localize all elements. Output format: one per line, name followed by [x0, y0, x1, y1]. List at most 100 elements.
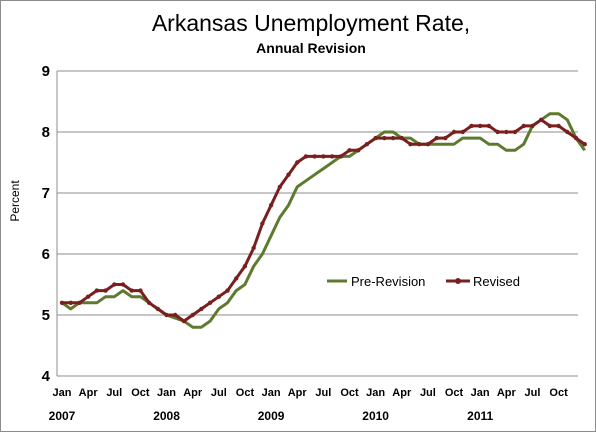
y-tick-label: 5 — [42, 307, 50, 324]
x-tick-label: Jan — [262, 387, 281, 399]
series-point-revised — [216, 294, 222, 299]
year-label: 2007 — [49, 409, 76, 423]
series-point-revised — [416, 142, 422, 147]
series-point-revised — [356, 148, 361, 153]
series-point-revised — [85, 294, 91, 299]
series-point-revised — [103, 288, 108, 293]
series-point-revised — [512, 129, 518, 135]
series-point-revised — [477, 123, 483, 129]
x-tick-label: Oct — [340, 387, 359, 399]
grid-lines — [57, 70, 578, 316]
series-point-revised — [129, 288, 134, 293]
y-tick-label: 7 — [42, 185, 50, 202]
chart-subtitle: Annual Revision — [256, 40, 366, 56]
x-tick-label: Apr — [392, 387, 412, 399]
tick-labels: 4 5 6 7 8 9 Jan Apr Jul Oct Jan Apr Jul Oct Jan Apr Jul O… — [42, 63, 568, 423]
series-lines — [59, 112, 587, 329]
series-point-revised — [443, 135, 448, 141]
series-point-revised — [94, 288, 100, 293]
legend-label-revised: Revised — [473, 274, 520, 289]
series-point-revised — [469, 123, 474, 129]
series-point-revised — [364, 142, 370, 147]
series-point-revised — [547, 123, 553, 129]
series-point-revised — [295, 160, 300, 165]
series-point-revised — [521, 123, 526, 129]
series-point-revised — [173, 312, 178, 318]
legend: Pre-Revision Revised — [327, 274, 520, 289]
x-tick-label: Jan — [366, 387, 385, 399]
series-point-revised — [164, 312, 169, 318]
series-point-revised — [573, 135, 579, 141]
series-point-revised — [303, 154, 309, 159]
series-point-revised — [373, 135, 378, 141]
series-point-revised — [138, 288, 143, 293]
series-point-revised — [408, 142, 413, 147]
x-tick-label: Apr — [79, 387, 99, 399]
series-point-revised — [234, 276, 239, 281]
series-point-revised — [190, 312, 195, 318]
year-label: 2008 — [153, 409, 180, 423]
series-point-revised — [268, 203, 274, 208]
x-tick-label: Oct — [445, 387, 464, 399]
x-tick-label: Apr — [497, 387, 517, 399]
series-point-revised — [155, 306, 161, 312]
y-axis-label: Percent — [8, 180, 22, 222]
y-tick-label: 8 — [42, 124, 50, 141]
series-point-revised — [329, 154, 335, 159]
x-tick-label: Jul — [106, 387, 122, 399]
year-label: 2009 — [258, 409, 285, 423]
chart-title: Arkansas Unemployment Rate, — [152, 10, 470, 36]
series-point-revised — [251, 245, 256, 251]
x-tick-label: Apr — [288, 387, 308, 399]
series-point-revised — [225, 288, 230, 293]
series-point-revised — [146, 300, 152, 305]
series-point-revised — [120, 282, 126, 287]
x-tick-label: Jul — [524, 387, 540, 399]
x-tick-label: Apr — [183, 387, 203, 399]
y-tick-label: 4 — [42, 368, 51, 385]
series-point-revised — [260, 221, 265, 226]
year-label: 2010 — [362, 409, 389, 423]
axes — [56, 71, 578, 377]
series-point-revised — [242, 264, 248, 269]
series-point-revised — [286, 172, 291, 177]
series-point-revised — [434, 135, 439, 141]
x-tick-label: Oct — [131, 387, 150, 399]
series-point-revised — [504, 129, 509, 135]
x-tick-label: Oct — [549, 387, 568, 399]
series-point-revised — [390, 135, 396, 141]
legend-marker-revised — [455, 278, 461, 284]
x-tick-label: Jan — [471, 387, 490, 399]
x-tick-label: Jan — [157, 387, 176, 399]
series-line-pre-revision — [61, 112, 586, 329]
series-point-revised — [565, 129, 570, 135]
series-point-revised — [112, 282, 117, 287]
x-tick-label: Jul — [211, 387, 227, 399]
y-tick-label: 6 — [42, 246, 50, 263]
series-point-revised — [486, 123, 492, 129]
series-point-revised — [538, 117, 544, 123]
series-point-revised — [277, 184, 282, 190]
series-point-revised — [68, 300, 73, 305]
series-point-revised — [347, 148, 352, 153]
series-point-revised — [382, 135, 387, 141]
series-point-revised — [207, 300, 213, 305]
series-point-revised — [77, 300, 82, 305]
series-point-revised — [199, 306, 204, 312]
series-point-revised — [556, 123, 561, 129]
series-point-revised — [495, 129, 500, 135]
legend-label-pre-revision: Pre-Revision — [351, 274, 425, 289]
series-point-revised — [399, 135, 404, 141]
series-point-revised — [530, 123, 535, 129]
year-label: 2011 — [467, 409, 493, 423]
series-point-revised — [59, 300, 65, 305]
series-point-revised — [460, 129, 465, 135]
x-tick-label: Jul — [420, 387, 436, 399]
series-point-revised — [321, 154, 326, 159]
x-tick-label: Jul — [315, 387, 331, 399]
series-point-revised — [451, 129, 457, 135]
y-tick-label: 9 — [42, 63, 50, 80]
x-tick-label: Jan — [53, 387, 72, 399]
